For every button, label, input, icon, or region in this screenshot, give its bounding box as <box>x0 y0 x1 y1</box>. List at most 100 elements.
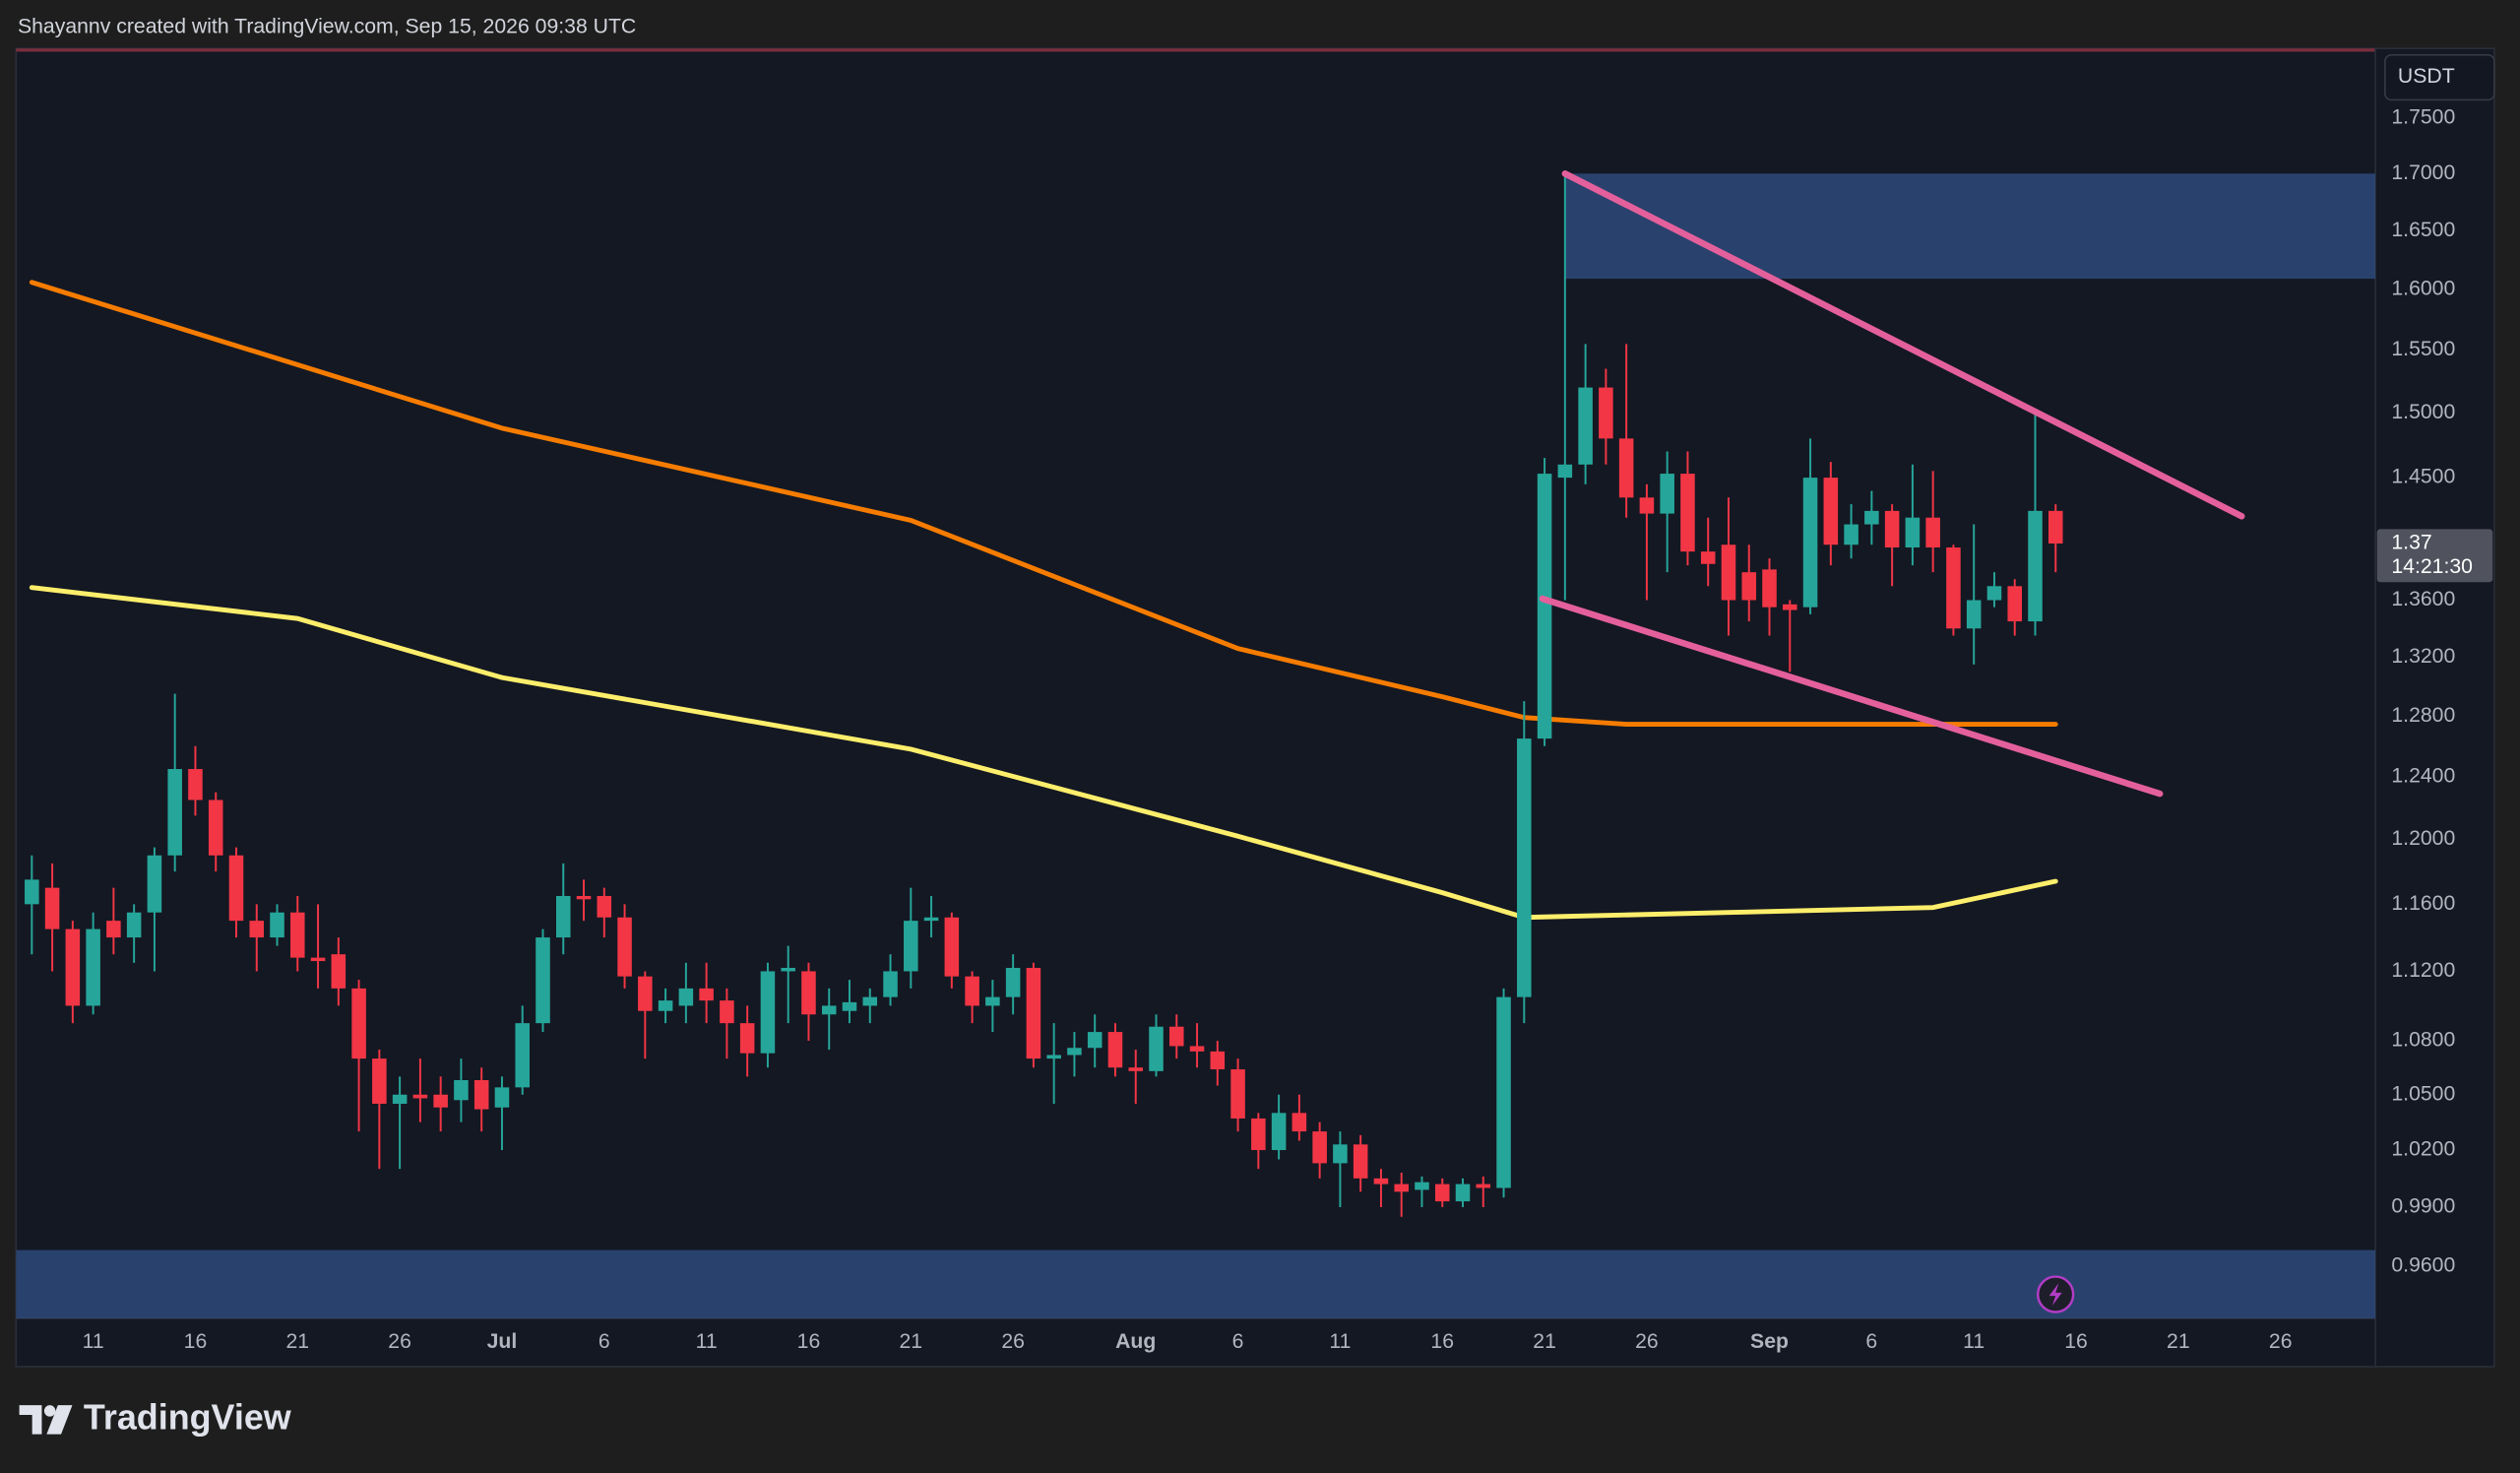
last-price: 1.37 <box>2391 532 2431 554</box>
y-tick-label: 1.2400 <box>2391 764 2455 787</box>
trendline <box>1561 170 2245 520</box>
candle-body <box>1434 1184 1450 1202</box>
y-tick-label: 1.5500 <box>2391 338 2455 360</box>
y-tick-label: 1.2000 <box>2391 827 2455 850</box>
candle-body <box>1517 738 1532 997</box>
currency-box <box>2384 53 2495 101</box>
logo-text: TradingView <box>84 1396 291 1437</box>
candle-body <box>106 921 121 938</box>
y-tick-label: 1.3200 <box>2391 645 2455 668</box>
candle-body <box>1026 967 1041 1059</box>
candle-body <box>1476 1184 1491 1188</box>
candle-body <box>372 1058 387 1105</box>
candle-body <box>208 800 223 856</box>
lightning-icon <box>2036 1275 2075 1313</box>
zone <box>1564 173 2376 280</box>
candle-body <box>147 855 162 913</box>
y-tick-label: 1.1200 <box>2391 959 2455 982</box>
candle-body <box>576 895 592 900</box>
candle-body <box>494 1087 510 1108</box>
candle-body <box>720 1000 734 1024</box>
moving-average <box>29 280 2058 728</box>
candle-body <box>1415 1182 1429 1190</box>
candle-body <box>944 917 960 977</box>
candle-body <box>1128 1067 1144 1071</box>
x-tick-label: 16 <box>184 1330 208 1353</box>
candle-body <box>1700 551 1716 564</box>
candle-body <box>86 929 100 1006</box>
candle-body <box>351 988 366 1059</box>
candle-body <box>473 1080 489 1110</box>
candle-body <box>658 1000 673 1011</box>
countdown: 14:21:30 <box>2391 555 2473 578</box>
candle-body <box>1721 544 1736 601</box>
candle-body <box>1251 1118 1266 1151</box>
header-text: Shayannv created with TradingView.com, S… <box>18 16 636 38</box>
y-tick-label: 1.6500 <box>2391 219 2455 241</box>
x-tick-label: Aug <box>1115 1330 1156 1353</box>
candle-body <box>1230 1069 1245 1119</box>
candle-body <box>1189 1046 1205 1052</box>
candle-body <box>1864 510 1879 525</box>
candle-body <box>188 769 203 801</box>
candle-body <box>2007 586 2022 622</box>
candle-body <box>65 929 81 1006</box>
candle-body <box>1005 967 1021 997</box>
candle-body <box>25 879 39 905</box>
candle-body <box>1599 387 1613 439</box>
last-price-box: 1.37 14:21:30 <box>2376 529 2493 583</box>
candle-body <box>821 1005 837 1015</box>
candle-body <box>1966 600 1982 629</box>
candle-body <box>597 895 612 918</box>
candle-body <box>310 957 326 962</box>
candle-body <box>1578 387 1593 465</box>
logo: TradingView <box>19 1396 291 1437</box>
candle-body <box>699 988 714 1001</box>
x-tick-label: 6 <box>1865 1330 1877 1353</box>
candle-body <box>985 996 1000 1006</box>
candle-body <box>1394 1184 1409 1192</box>
x-tick-label: 11 <box>1963 1330 1984 1353</box>
currency-label: USDT <box>2398 65 2455 88</box>
y-tick-label: 1.0800 <box>2391 1029 2455 1052</box>
candle-body <box>1496 996 1511 1188</box>
candle-body <box>1292 1113 1307 1132</box>
candle-body <box>1046 1055 1061 1059</box>
candle-body <box>1169 1026 1184 1047</box>
candle-body <box>617 917 632 977</box>
candle-body <box>167 769 182 856</box>
candle-body <box>1210 1051 1226 1070</box>
y-tick-label: 1.3600 <box>2391 588 2455 610</box>
candle-body <box>1455 1184 1471 1202</box>
x-tick-label: 11 <box>1329 1330 1351 1353</box>
candle-body <box>862 996 878 1006</box>
candle-body <box>1312 1131 1327 1164</box>
x-tick-label: 11 <box>83 1330 104 1353</box>
candle-body <box>739 1023 755 1054</box>
trendline <box>1539 595 2164 798</box>
icon-bolt <box>2048 1283 2062 1306</box>
candle-body <box>290 912 305 958</box>
candle-body <box>1925 517 1940 548</box>
candle-body <box>1905 517 1921 548</box>
candle-body <box>1946 547 1961 629</box>
candle-body <box>2028 510 2043 622</box>
candle-body <box>760 971 776 1054</box>
candle-body <box>1680 474 1695 552</box>
y-tick-label: 1.0200 <box>2391 1138 2455 1161</box>
candle-body <box>1741 572 1757 601</box>
moving-average <box>29 585 2058 921</box>
candle-body <box>1823 478 1839 545</box>
candle-body <box>536 937 550 1024</box>
x-tick-label: 21 <box>285 1330 309 1353</box>
candle-body <box>555 895 571 938</box>
candle-body <box>412 1094 428 1099</box>
zone <box>16 1249 2376 1319</box>
candle-body <box>801 971 816 1015</box>
candle-body <box>1986 586 2002 601</box>
y-tick-label: 1.5000 <box>2391 401 2455 423</box>
x-tick-label: 26 <box>388 1330 411 1353</box>
candle-body <box>1844 524 1858 545</box>
candle-body <box>392 1094 408 1105</box>
